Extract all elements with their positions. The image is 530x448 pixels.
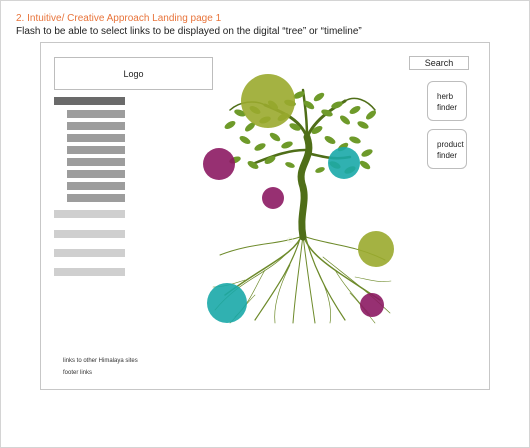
product-finder-button[interactable]: product finder bbox=[427, 129, 467, 169]
herb-finder-line1: herb bbox=[437, 92, 454, 101]
search-label: Search bbox=[424, 58, 454, 68]
link-circle-teal-large[interactable] bbox=[207, 283, 247, 323]
link-circle-olive[interactable] bbox=[358, 231, 394, 267]
nav-sub-item[interactable] bbox=[67, 182, 125, 190]
herb-finder-line2: finder bbox=[437, 103, 458, 112]
link-circle-teal[interactable] bbox=[328, 147, 360, 179]
herb-finder-button[interactable]: herb finder bbox=[427, 81, 467, 121]
search-button[interactable]: Search bbox=[409, 56, 469, 70]
nav-sub-item[interactable] bbox=[67, 122, 125, 130]
nav-secondary-item[interactable] bbox=[54, 268, 125, 276]
other-sites-links[interactable]: links to other Himalaya sites bbox=[63, 358, 138, 364]
link-circle-magenta-small[interactable] bbox=[262, 187, 284, 209]
nav-primary-bar[interactable] bbox=[54, 97, 125, 105]
link-circle-magenta[interactable] bbox=[203, 148, 235, 180]
nav-secondary-item[interactable] bbox=[54, 230, 125, 238]
nav-sub-item[interactable] bbox=[67, 146, 125, 154]
nav-sub-item[interactable] bbox=[67, 170, 125, 178]
link-circle-magenta-bottom[interactable] bbox=[360, 293, 384, 317]
nav-sub-item[interactable] bbox=[67, 110, 125, 118]
logo-label: Logo bbox=[123, 68, 144, 79]
product-finder-line1: product bbox=[437, 140, 464, 149]
nav-sub-item[interactable] bbox=[67, 158, 125, 166]
nav-secondary-item[interactable] bbox=[54, 210, 125, 218]
footer-links[interactable]: footer links bbox=[63, 370, 93, 376]
watermark-text: © bbox=[287, 236, 293, 245]
product-finder-line2: finder bbox=[437, 151, 458, 160]
link-circle-olive-large[interactable] bbox=[241, 74, 295, 128]
page-subtitle: Flash to be able to select links to be d… bbox=[16, 26, 362, 37]
nav-sub-item[interactable] bbox=[67, 134, 125, 142]
nav-secondary-item[interactable] bbox=[54, 249, 125, 257]
logo-placeholder[interactable]: Logo bbox=[54, 57, 213, 90]
nav-sub-item[interactable] bbox=[67, 194, 125, 202]
page-title: 2. Intuitive/ Creative Approach Landing … bbox=[16, 13, 222, 24]
